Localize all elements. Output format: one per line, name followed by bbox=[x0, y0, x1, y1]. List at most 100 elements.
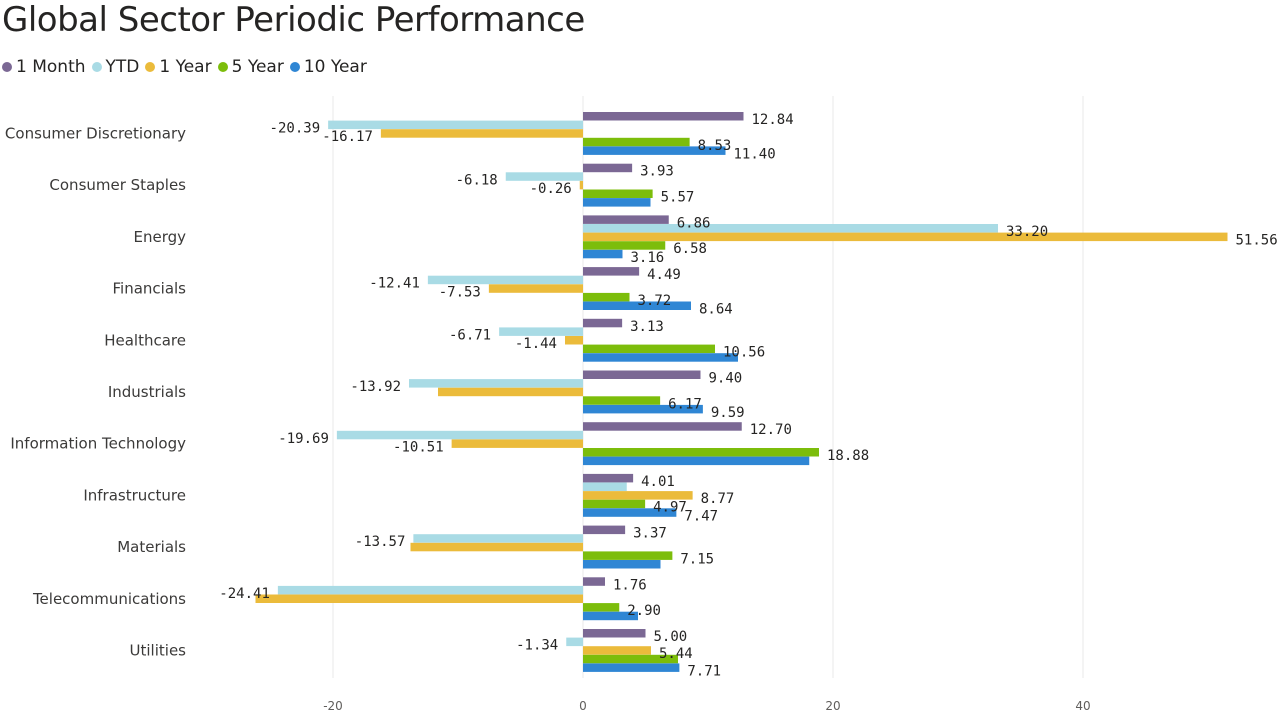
bar bbox=[583, 654, 678, 664]
bar bbox=[409, 379, 583, 388]
bar bbox=[583, 370, 701, 379]
data-label: 3.72 bbox=[638, 293, 672, 309]
legend-marker bbox=[91, 62, 102, 72]
data-label: -13.92 bbox=[350, 379, 401, 395]
data-label: -7.53 bbox=[439, 284, 481, 300]
data-label: -13.57 bbox=[355, 534, 406, 550]
bar bbox=[583, 249, 623, 259]
data-label: 12.84 bbox=[752, 112, 794, 128]
bar bbox=[583, 353, 738, 362]
legend-marker bbox=[289, 62, 300, 72]
data-label: -24.41 bbox=[219, 586, 270, 602]
legend-item[interactable]: 1 Month bbox=[2, 57, 86, 77]
data-label: -16.17 bbox=[322, 129, 373, 145]
category-label: Financials bbox=[113, 280, 187, 298]
bar bbox=[583, 137, 690, 147]
bar bbox=[583, 611, 638, 621]
data-label: 2.90 bbox=[627, 603, 661, 619]
bar bbox=[410, 542, 583, 552]
legend-label: YTD bbox=[105, 57, 140, 77]
bar bbox=[583, 198, 651, 207]
category-label: Energy bbox=[133, 228, 186, 246]
data-label: 5.00 bbox=[654, 629, 688, 645]
data-label: 8.64 bbox=[699, 302, 733, 318]
bar bbox=[583, 422, 742, 431]
data-label: 4.97 bbox=[653, 500, 687, 516]
bar bbox=[583, 224, 998, 233]
legend-item[interactable]: YTD bbox=[91, 57, 140, 77]
data-label: 3.13 bbox=[630, 319, 664, 335]
data-label: 4.01 bbox=[641, 474, 675, 490]
data-label: 5.57 bbox=[661, 190, 695, 206]
data-label: -1.44 bbox=[515, 336, 557, 352]
bar bbox=[583, 603, 620, 612]
bar bbox=[583, 404, 703, 414]
data-label: 3.93 bbox=[640, 164, 674, 180]
bar bbox=[583, 663, 680, 672]
category-label: Materials bbox=[117, 538, 186, 556]
data-label: 11.40 bbox=[734, 146, 776, 162]
legend-label: 1 Year bbox=[159, 57, 212, 77]
bar bbox=[583, 491, 693, 500]
x-tick-label: -20 bbox=[323, 699, 343, 713]
bar bbox=[583, 232, 1228, 242]
bar bbox=[328, 120, 583, 130]
data-label: 7.47 bbox=[684, 508, 718, 524]
legend-item[interactable]: 5 Year bbox=[217, 57, 284, 77]
bar bbox=[336, 430, 583, 440]
bar bbox=[277, 585, 583, 595]
data-label: 6.86 bbox=[677, 215, 711, 231]
data-label: 51.56 bbox=[1236, 233, 1278, 249]
bar bbox=[583, 482, 627, 491]
bar bbox=[583, 499, 646, 509]
category-label: Industrials bbox=[108, 383, 186, 401]
bar bbox=[583, 267, 640, 276]
data-label: 4.49 bbox=[647, 267, 681, 283]
data-label: 9.59 bbox=[711, 405, 745, 421]
data-label: 9.40 bbox=[709, 371, 743, 387]
bar bbox=[583, 163, 633, 173]
x-tick-label: 40 bbox=[1075, 699, 1090, 713]
bar bbox=[583, 396, 661, 405]
data-label: -10.51 bbox=[393, 439, 444, 455]
data-label: 1.76 bbox=[613, 577, 647, 593]
bar bbox=[583, 473, 634, 483]
bar bbox=[583, 318, 623, 328]
bar bbox=[583, 292, 630, 302]
bar bbox=[583, 215, 669, 224]
data-label: 8.77 bbox=[701, 491, 735, 507]
data-label: 6.17 bbox=[668, 396, 702, 412]
category-label: Utilities bbox=[130, 642, 187, 660]
data-label: 3.16 bbox=[631, 250, 665, 266]
bar bbox=[438, 387, 583, 397]
bar bbox=[583, 112, 744, 121]
chart-title: Global Sector Periodic Performance bbox=[2, 0, 585, 40]
bar bbox=[583, 560, 661, 569]
bar bbox=[255, 594, 583, 603]
bar bbox=[565, 336, 583, 345]
legend-label: 10 Year bbox=[303, 57, 367, 77]
bar bbox=[451, 439, 583, 448]
category-label: Information Technology bbox=[10, 435, 186, 453]
data-label: 18.88 bbox=[827, 448, 869, 464]
bar bbox=[583, 448, 819, 457]
bar bbox=[583, 508, 677, 517]
bar bbox=[583, 551, 673, 560]
data-label: 5.44 bbox=[659, 646, 693, 662]
legend-item[interactable]: 1 Year bbox=[145, 57, 212, 77]
bar bbox=[583, 189, 653, 198]
data-label: -0.26 bbox=[530, 181, 572, 197]
category-label: Healthcare bbox=[104, 331, 186, 349]
legend-item[interactable]: 10 Year bbox=[289, 57, 367, 77]
bar bbox=[583, 146, 726, 155]
data-label: -6.18 bbox=[456, 172, 498, 188]
data-label: -12.41 bbox=[369, 276, 420, 292]
category-label: Consumer Discretionary bbox=[5, 125, 186, 143]
legend-marker bbox=[217, 62, 228, 72]
bar bbox=[583, 241, 666, 250]
data-label: 12.70 bbox=[750, 422, 792, 438]
data-label: -1.34 bbox=[516, 638, 558, 654]
x-tick-label: 20 bbox=[825, 699, 840, 713]
legend: 1 Month YTD 1 Year 5 Year 10 Year bbox=[2, 57, 373, 77]
